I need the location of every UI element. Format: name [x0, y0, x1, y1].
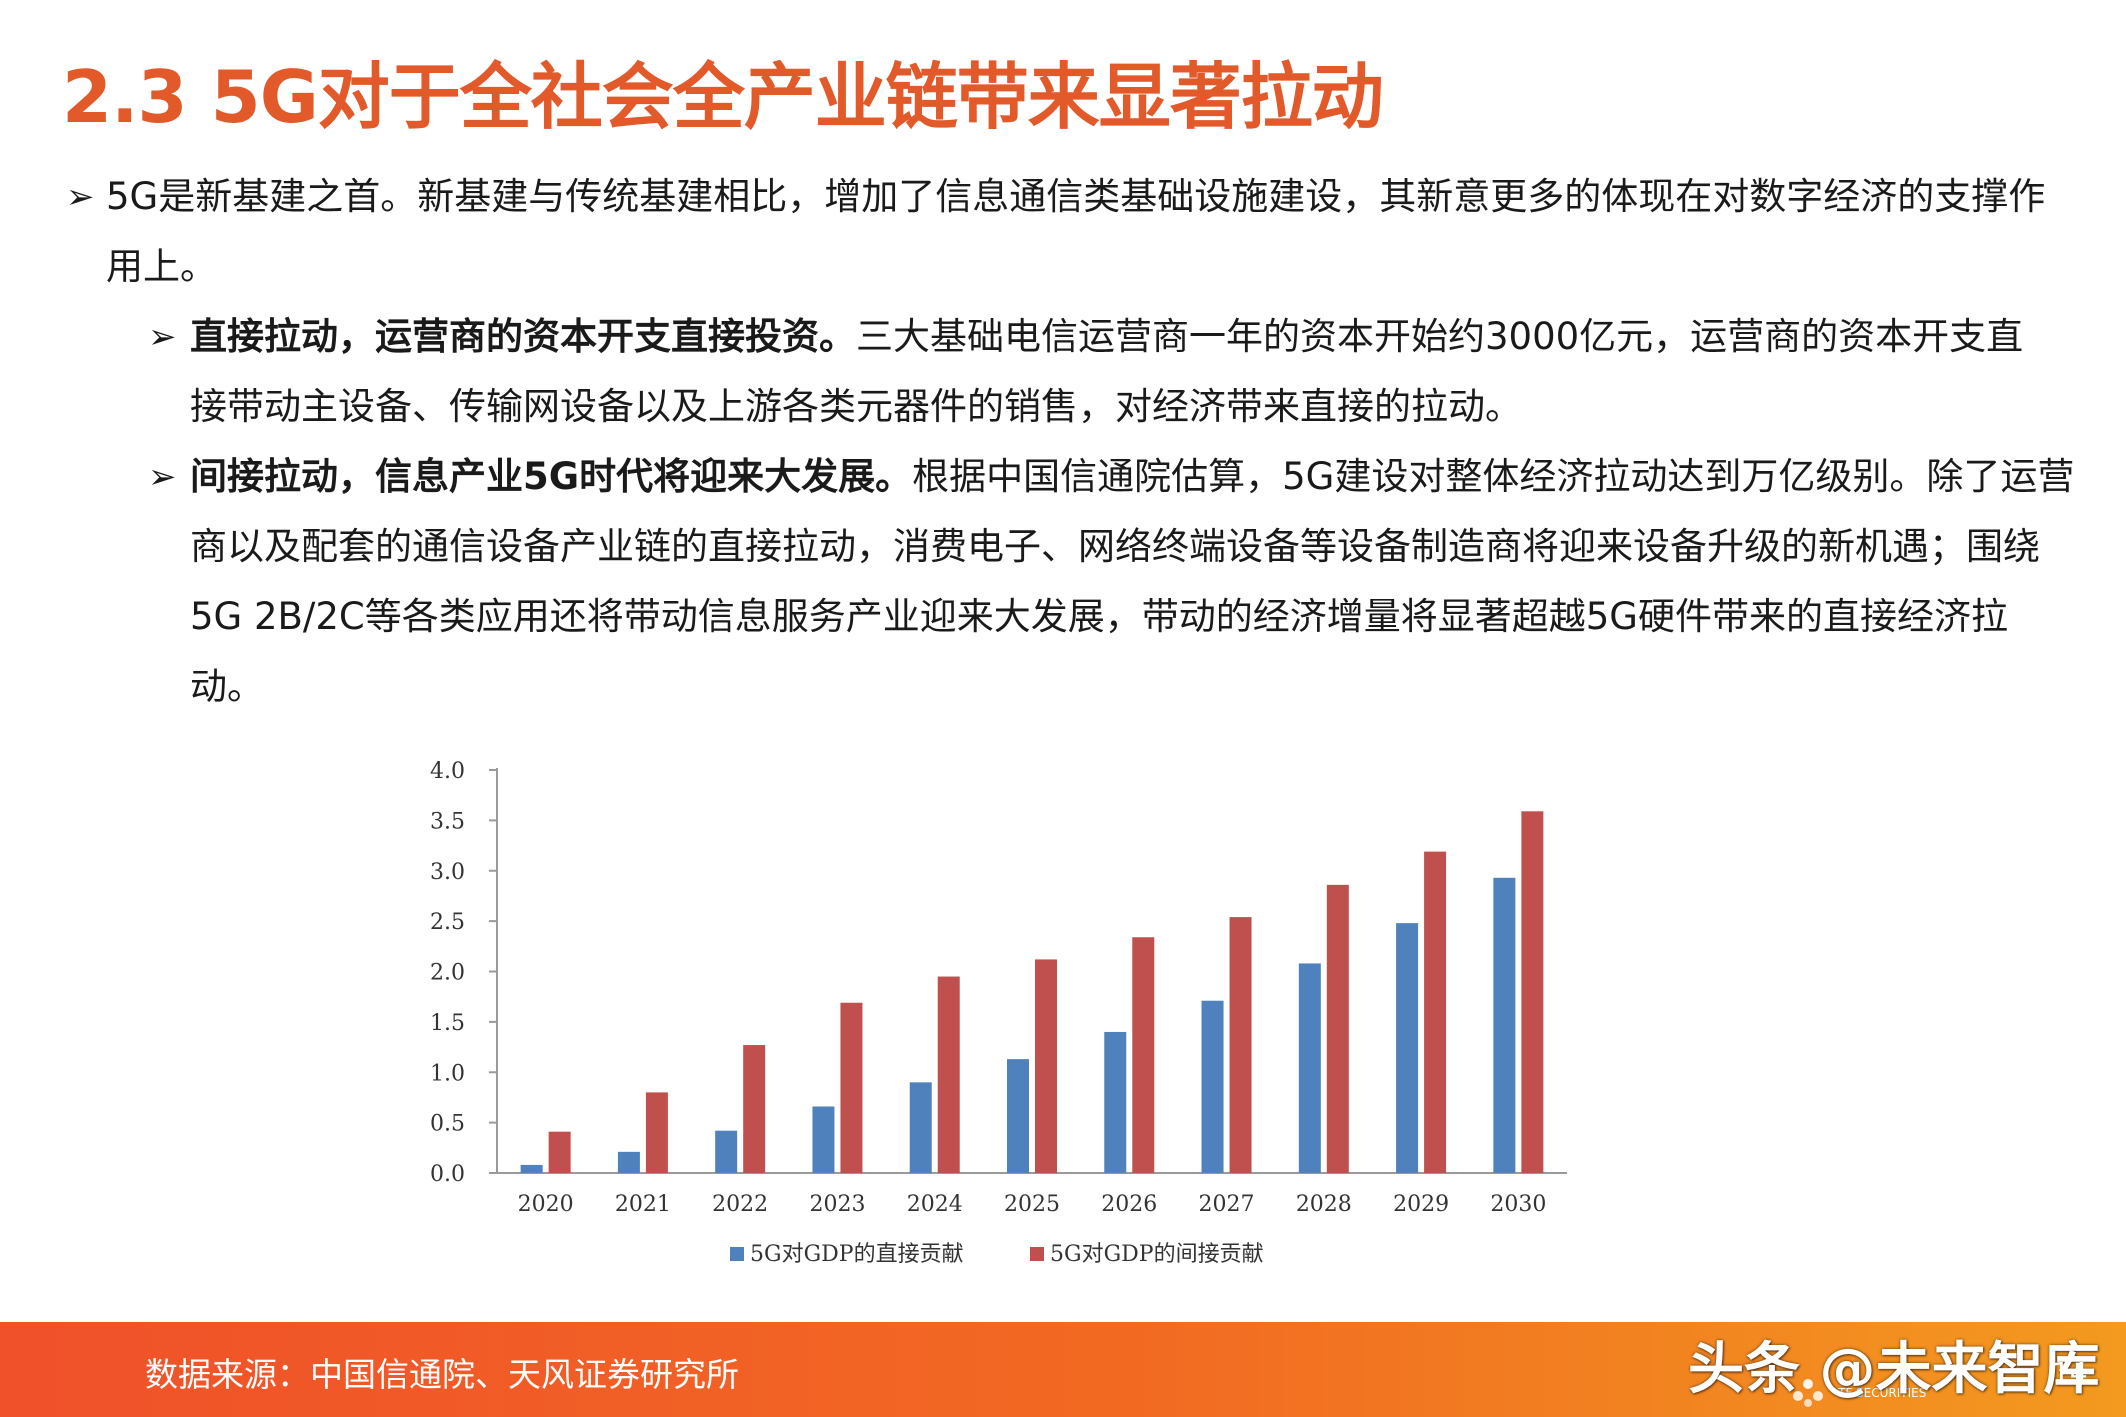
bullet-direct-pull-bold: 直接拉动，运营商的资本开支直接投资。	[190, 315, 856, 358]
x-tick-label: 2027	[1199, 1192, 1255, 1217]
x-tick-label: 2025	[1004, 1192, 1060, 1217]
x-tick-label: 2021	[615, 1192, 671, 1217]
x-tick-label: 2023	[809, 1192, 865, 1217]
bar-indirect	[1229, 917, 1252, 1173]
y-tick-label: 1.5	[430, 1011, 465, 1036]
bar-indirect	[743, 1045, 766, 1173]
bar-direct	[1007, 1059, 1029, 1173]
bar-indirect	[645, 1092, 668, 1173]
y-tick-label: 2.5	[430, 910, 465, 935]
bullet-indirect-pull-text: 根据中国信通院估算，5G建设对整体经济拉动达到万亿级别。除了运营商以及配套的通信…	[190, 455, 2075, 708]
page-number: 14	[2052, 1356, 2088, 1389]
bar-direct	[1104, 1031, 1127, 1173]
bullet-arrow-icon: ➢	[148, 457, 177, 497]
data-source: 数据来源：中国信通院、天风证券研究所	[145, 1355, 739, 1394]
bullet-direct-pull-text: 三大基础电信运营商一年的资本开始约3000亿元，运营商的资本开支直接带动主设备、…	[190, 315, 2024, 428]
bullet-arrow-icon: ➢	[66, 177, 95, 217]
chart-svg: 0.0 0.5 1.0 1.5 2.0 2.5 3.0 3.5 4.0 2020 2021 2022 2…	[430, 759, 1567, 1267]
bar-direct	[909, 1082, 932, 1173]
x-tick-label: 2022	[712, 1192, 768, 1217]
bullet-arrow-icon: ➢	[148, 317, 177, 357]
bar-direct	[1298, 963, 1321, 1173]
bar-indirect	[1424, 851, 1447, 1173]
y-tick-label: 1.0	[430, 1061, 465, 1086]
bar-indirect	[937, 976, 960, 1173]
legend-label: 5G对GDP的间接贡献	[1050, 1242, 1264, 1267]
legend-swatch	[1030, 1247, 1044, 1261]
bar-indirect	[1326, 884, 1349, 1173]
y-tick-label: 2.0	[430, 961, 465, 986]
x-tick-label: 2029	[1393, 1192, 1449, 1217]
bullet-main-text: 5G是新基建之首。新基建与传统基建相比，增加了信息通信类基础设施建设，其新意更多…	[106, 175, 2046, 288]
y-tick-label: 4.0	[430, 759, 465, 784]
x-tick-label: 2026	[1101, 1192, 1157, 1217]
page-title: 2.3 5G对于全社会全产业链带来显著拉动	[62, 55, 1384, 139]
bar-direct	[1396, 923, 1419, 1173]
bar-indirect	[548, 1131, 571, 1173]
bar-indirect	[840, 1002, 863, 1173]
legend-swatch	[730, 1247, 744, 1261]
bullet-direct-pull: ➢ 直接拉动，运营商的资本开支直接投资。三大基础电信运营商一年的资本开始约300…	[148, 302, 2058, 442]
bar-indirect	[1035, 959, 1057, 1173]
bar-direct	[520, 1164, 543, 1173]
bar-direct	[1201, 1000, 1224, 1173]
bullet-indirect-pull: ➢ 间接拉动，信息产业5G时代将迎来大发展。根据中国信通院估算，5G建设对整体经…	[148, 442, 2078, 722]
bar-direct	[812, 1106, 835, 1173]
bar-direct	[1493, 877, 1516, 1173]
bar-direct	[715, 1130, 738, 1173]
bullet-indirect-pull-bold: 间接拉动，信息产业5G时代将迎来大发展。	[190, 455, 913, 498]
bar-indirect	[1132, 937, 1155, 1173]
x-tick-label: 2030	[1490, 1192, 1546, 1217]
logo-text: TF SECURITIES	[1838, 1386, 1927, 1400]
gdp-contribution-chart: 0.0 0.5 1.0 1.5 2.0 2.5 3.0 3.5 4.0 2020 2021 2022 2…	[400, 740, 1600, 1300]
legend-label: 5G对GDP的直接贡献	[750, 1242, 964, 1267]
bar-indirect	[1521, 811, 1544, 1173]
x-tick-label: 2024	[907, 1192, 963, 1217]
y-tick-label: 0.5	[430, 1112, 465, 1137]
y-tick-label: 3.0	[430, 860, 465, 885]
y-tick-label: 0.0	[430, 1162, 465, 1187]
bullet-main: ➢ 5G是新基建之首。新基建与传统基建相比，增加了信息通信类基础设施建设，其新意…	[66, 162, 2056, 302]
bar-direct	[617, 1151, 640, 1173]
x-tick-label: 2020	[518, 1192, 574, 1217]
y-tick-label: 3.5	[430, 809, 465, 834]
watermark: 头条 @未来智库	[1688, 1337, 2100, 1402]
footer-bar: 数据来源：中国信通院、天风证券研究所 TF SECURITIES 头条 @未来智…	[0, 1322, 2126, 1417]
tf-securities-logo-icon	[1793, 1379, 1823, 1407]
x-tick-label: 2028	[1296, 1192, 1352, 1217]
